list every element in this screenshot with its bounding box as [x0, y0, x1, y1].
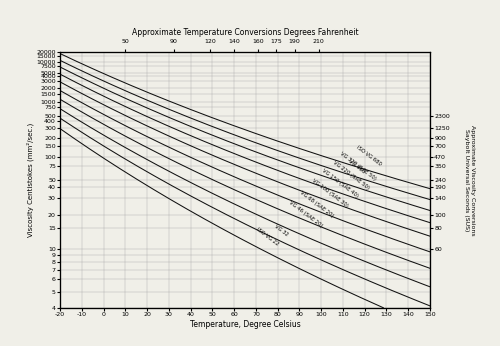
Text: VG 150 (SAE 40): VG 150 (SAE 40): [321, 168, 359, 198]
Text: ISO VG 22: ISO VG 22: [256, 227, 280, 247]
X-axis label: Approximate Temperature Conversions Degrees Fahrenheit: Approximate Temperature Conversions Degr…: [132, 28, 358, 37]
Text: ISO VG 680: ISO VG 680: [356, 145, 382, 166]
Text: VG 460: VG 460: [347, 158, 366, 174]
Text: VG 46 (SAE 20): VG 46 (SAE 20): [288, 200, 324, 229]
Text: VG 32: VG 32: [274, 224, 289, 238]
Y-axis label: Viscosity Centistokes (mm²/sec.): Viscosity Centistokes (mm²/sec.): [26, 123, 34, 237]
Text: VG 68 (SAE 20): VG 68 (SAE 20): [300, 190, 335, 218]
Y-axis label: Approximate Viscosity Conversions
Saybolt Universal Seconds (SUS): Approximate Viscosity Conversions Saybol…: [464, 125, 474, 235]
Text: VG 320 (SAE 50): VG 320 (SAE 50): [339, 151, 377, 181]
X-axis label: Temperature, Degree Celsius: Temperature, Degree Celsius: [190, 320, 300, 329]
Text: VG 220 (SAE 50): VG 220 (SAE 50): [332, 160, 370, 190]
Text: VG 100 (SAE 30): VG 100 (SAE 30): [310, 178, 348, 208]
